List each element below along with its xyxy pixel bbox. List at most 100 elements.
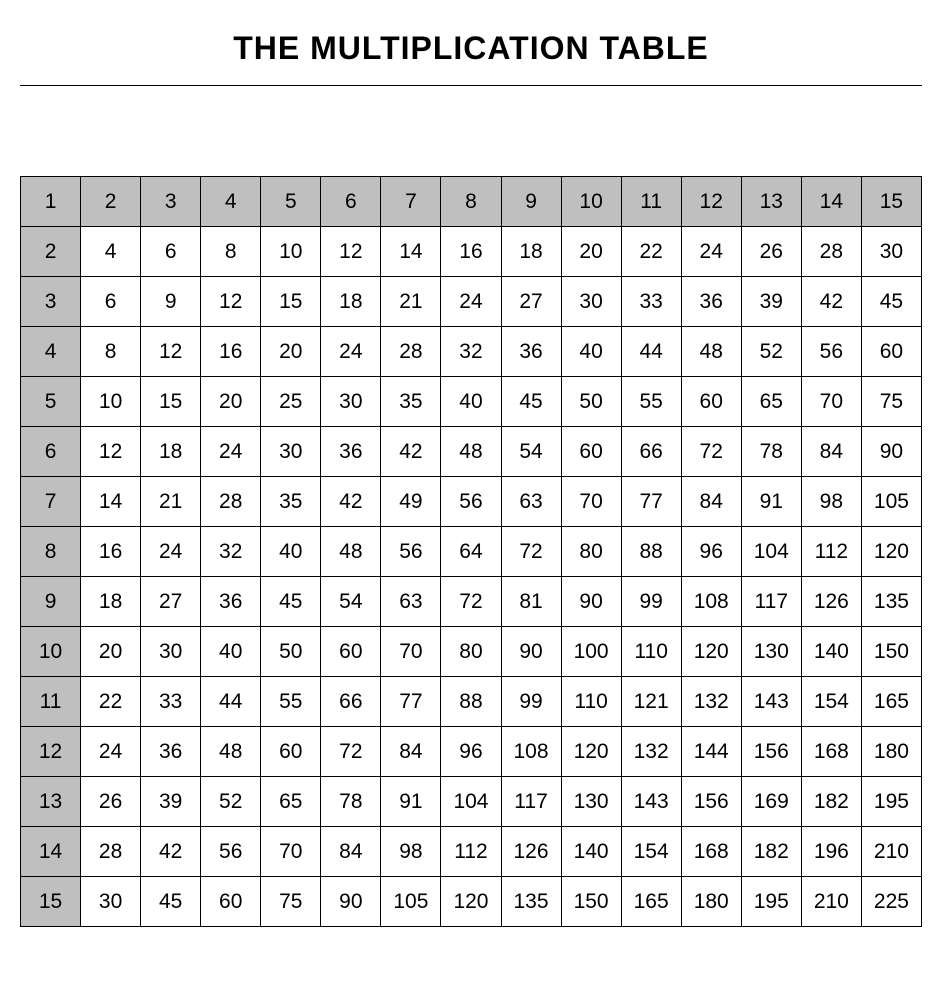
table-cell: 52 xyxy=(741,327,801,377)
table-cell: 70 xyxy=(801,377,861,427)
table-cell: 143 xyxy=(621,777,681,827)
table-cell: 14 xyxy=(81,477,141,527)
table-header-cell: 9 xyxy=(501,177,561,227)
table-cell: 24 xyxy=(141,527,201,577)
table-cell: 126 xyxy=(801,577,861,627)
table-header-cell: 2 xyxy=(21,227,81,277)
table-cell: 77 xyxy=(381,677,441,727)
table-cell: 210 xyxy=(801,877,861,927)
table-cell: 39 xyxy=(741,277,801,327)
table-cell: 63 xyxy=(381,577,441,627)
table-row: 714212835424956637077849198105 xyxy=(21,477,922,527)
table-header-cell: 3 xyxy=(141,177,201,227)
table-cell: 56 xyxy=(801,327,861,377)
table-cell: 36 xyxy=(141,727,201,777)
table-cell: 12 xyxy=(201,277,261,327)
table-cell: 42 xyxy=(381,427,441,477)
table-header-cell: 13 xyxy=(21,777,81,827)
table-cell: 18 xyxy=(321,277,381,327)
table-cell: 10 xyxy=(81,377,141,427)
table-cell: 30 xyxy=(861,227,921,277)
table-cell: 22 xyxy=(81,677,141,727)
table-cell: 108 xyxy=(501,727,561,777)
table-cell: 12 xyxy=(81,427,141,477)
table-cell: 120 xyxy=(561,727,621,777)
table-cell: 78 xyxy=(741,427,801,477)
table-cell: 156 xyxy=(681,777,741,827)
table-cell: 135 xyxy=(861,577,921,627)
table-cell: 21 xyxy=(141,477,201,527)
table-cell: 36 xyxy=(321,427,381,477)
table-header-cell: 15 xyxy=(861,177,921,227)
table-cell: 156 xyxy=(741,727,801,777)
table-cell: 16 xyxy=(81,527,141,577)
table-cell: 56 xyxy=(381,527,441,577)
table-cell: 72 xyxy=(441,577,501,627)
table-cell: 24 xyxy=(441,277,501,327)
table-cell: 15 xyxy=(141,377,201,427)
table-cell: 35 xyxy=(381,377,441,427)
table-cell: 120 xyxy=(861,527,921,577)
table-header-cell: 12 xyxy=(21,727,81,777)
table-cell: 169 xyxy=(741,777,801,827)
table-cell: 88 xyxy=(441,677,501,727)
table-cell: 77 xyxy=(621,477,681,527)
table-cell: 48 xyxy=(321,527,381,577)
table-header-cell: 13 xyxy=(741,177,801,227)
table-cell: 154 xyxy=(621,827,681,877)
table-cell: 104 xyxy=(441,777,501,827)
table-cell: 24 xyxy=(321,327,381,377)
table-cell: 168 xyxy=(681,827,741,877)
table-row: 13263952657891104117130143156169182195 xyxy=(21,777,922,827)
table-cell: 72 xyxy=(501,527,561,577)
table-cell: 45 xyxy=(501,377,561,427)
table-header-cell: 14 xyxy=(21,827,81,877)
table-cell: 26 xyxy=(81,777,141,827)
table-row: 112233445566778899110121132143154165 xyxy=(21,677,922,727)
table-header-cell: 6 xyxy=(21,427,81,477)
table-cell: 42 xyxy=(141,827,201,877)
table-cell: 36 xyxy=(681,277,741,327)
table-cell: 60 xyxy=(321,627,381,677)
table-cell: 12 xyxy=(321,227,381,277)
table-cell: 60 xyxy=(681,377,741,427)
table-cell: 32 xyxy=(441,327,501,377)
table-cell: 60 xyxy=(561,427,621,477)
table-header-cell: 8 xyxy=(21,527,81,577)
table-cell: 8 xyxy=(201,227,261,277)
table-cell: 121 xyxy=(621,677,681,727)
table-cell: 104 xyxy=(741,527,801,577)
table-cell: 30 xyxy=(321,377,381,427)
table-cell: 4 xyxy=(81,227,141,277)
table-cell: 72 xyxy=(681,427,741,477)
table-header-cell: 14 xyxy=(801,177,861,227)
table-cell: 195 xyxy=(861,777,921,827)
table-header-cell: 10 xyxy=(21,627,81,677)
table-cell: 182 xyxy=(801,777,861,827)
table-cell: 6 xyxy=(141,227,201,277)
table-cell: 54 xyxy=(501,427,561,477)
table-cell: 96 xyxy=(681,527,741,577)
table-cell: 35 xyxy=(261,477,321,527)
table-header-cell: 5 xyxy=(21,377,81,427)
table-cell: 27 xyxy=(501,277,561,327)
table-row: 81624324048566472808896104112120 xyxy=(21,527,922,577)
table-cell: 110 xyxy=(621,627,681,677)
table-cell: 105 xyxy=(381,877,441,927)
table-cell: 6 xyxy=(81,277,141,327)
table-cell: 40 xyxy=(201,627,261,677)
table-cell: 98 xyxy=(801,477,861,527)
table-cell: 28 xyxy=(201,477,261,527)
table-cell: 36 xyxy=(501,327,561,377)
table-header-cell: 6 xyxy=(321,177,381,227)
table-row: 102030405060708090100110120130140150 xyxy=(21,627,922,677)
table-cell: 28 xyxy=(801,227,861,277)
table-cell: 180 xyxy=(681,877,741,927)
table-header-cell: 10 xyxy=(561,177,621,227)
table-cell: 24 xyxy=(681,227,741,277)
table-cell: 33 xyxy=(141,677,201,727)
table-cell: 117 xyxy=(741,577,801,627)
table-cell: 45 xyxy=(861,277,921,327)
table-cell: 210 xyxy=(861,827,921,877)
table-cell: 48 xyxy=(201,727,261,777)
